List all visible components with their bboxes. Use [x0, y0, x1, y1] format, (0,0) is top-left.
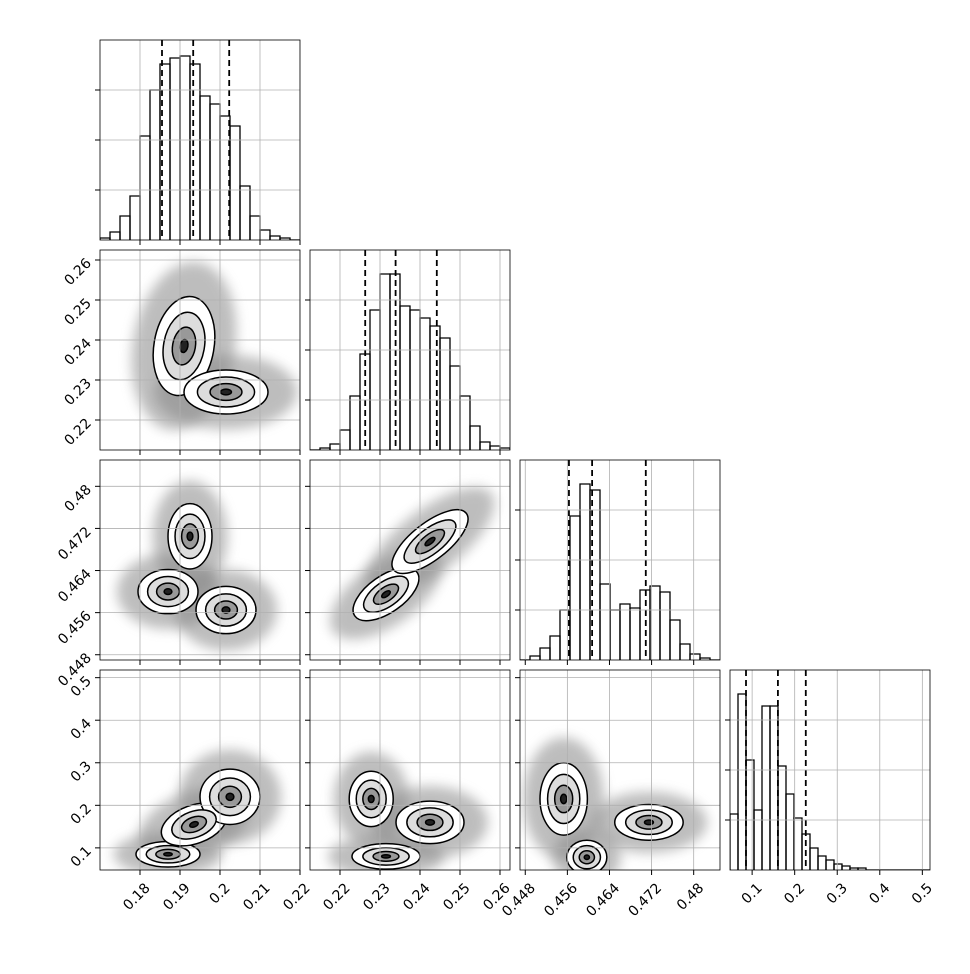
histogram-bin	[469, 425, 481, 450]
x-tick-label: 0.456	[541, 880, 581, 920]
panel-frame	[99, 669, 301, 871]
y-tick-label: 0.3	[68, 758, 95, 785]
panel-frame	[309, 669, 511, 871]
x-tick-label: 0.3	[824, 880, 851, 907]
x-tick-label: 0.1	[739, 880, 766, 907]
contour-level	[367, 794, 375, 804]
panel	[310, 250, 510, 450]
x-tick-label: 0.22	[320, 880, 353, 913]
histogram-bin	[679, 643, 691, 660]
y-tick-label: 0.26	[61, 255, 94, 288]
contour-level	[424, 818, 436, 826]
histogram-bin	[699, 657, 711, 660]
panel	[520, 670, 720, 870]
x-tick-label: 0.2	[781, 880, 808, 907]
x-tick-label: 0.18	[120, 880, 153, 913]
y-tick-label: 0.1	[68, 843, 95, 870]
x-tick-label: 0.464	[583, 880, 623, 920]
x-tick-label: 0.472	[626, 880, 666, 920]
x-tick-label: 0.24	[400, 880, 433, 913]
y-tick-label: 0.48	[61, 482, 94, 515]
x-tick-label: 0.48	[674, 880, 707, 913]
contour-level	[225, 792, 235, 802]
histogram-bin	[689, 653, 701, 660]
y-tick-label: 0.24	[61, 335, 94, 368]
histogram-bin	[669, 619, 681, 660]
panel	[100, 460, 300, 660]
contour-level	[583, 854, 591, 861]
contour-level	[163, 587, 173, 596]
y-tick-label: 0.472	[55, 524, 95, 564]
contour-level	[424, 536, 436, 547]
x-tick-label: 0.23	[360, 880, 393, 913]
y-tick-label: 0.2	[68, 801, 95, 828]
y-tick-label: 0.25	[61, 296, 94, 329]
panel	[100, 40, 300, 240]
y-tick-label: 0.23	[61, 376, 94, 409]
panel	[520, 460, 720, 660]
panel-frame	[519, 669, 721, 871]
contour-level	[221, 606, 231, 614]
contour-level	[559, 793, 568, 805]
contour-level	[186, 531, 194, 542]
y-tick-label: 0.464	[55, 566, 95, 606]
contour-level	[643, 819, 655, 826]
panel-frame	[99, 249, 301, 451]
x-tick-label: 0.4	[866, 880, 893, 907]
contour-level	[189, 820, 199, 829]
x-tick-label: 0.2	[207, 880, 234, 907]
contour-level	[380, 590, 392, 599]
panel-frame	[99, 459, 301, 661]
histogram-bin	[279, 237, 291, 240]
y-tick-label: 0.4	[68, 716, 95, 743]
x-tick-label: 0.19	[160, 880, 193, 913]
histogram-bin	[239, 185, 251, 240]
x-tick-label: 0.22	[280, 880, 313, 913]
contour-level	[219, 388, 233, 396]
panel	[730, 670, 930, 870]
panel	[310, 460, 510, 660]
x-tick-label: 0.5	[909, 880, 936, 907]
histogram-bin	[589, 489, 601, 660]
contour-level	[163, 851, 173, 857]
panel-frame	[309, 459, 511, 661]
panel	[100, 670, 300, 870]
histogram-bin	[857, 867, 867, 870]
contour-level	[380, 853, 392, 859]
panel	[310, 670, 510, 870]
y-tick-label: 0.22	[61, 416, 94, 449]
x-tick-label: 0.25	[440, 880, 473, 913]
x-tick-label: 0.21	[240, 880, 273, 913]
panel	[100, 250, 300, 450]
y-tick-label: 0.456	[55, 608, 95, 648]
